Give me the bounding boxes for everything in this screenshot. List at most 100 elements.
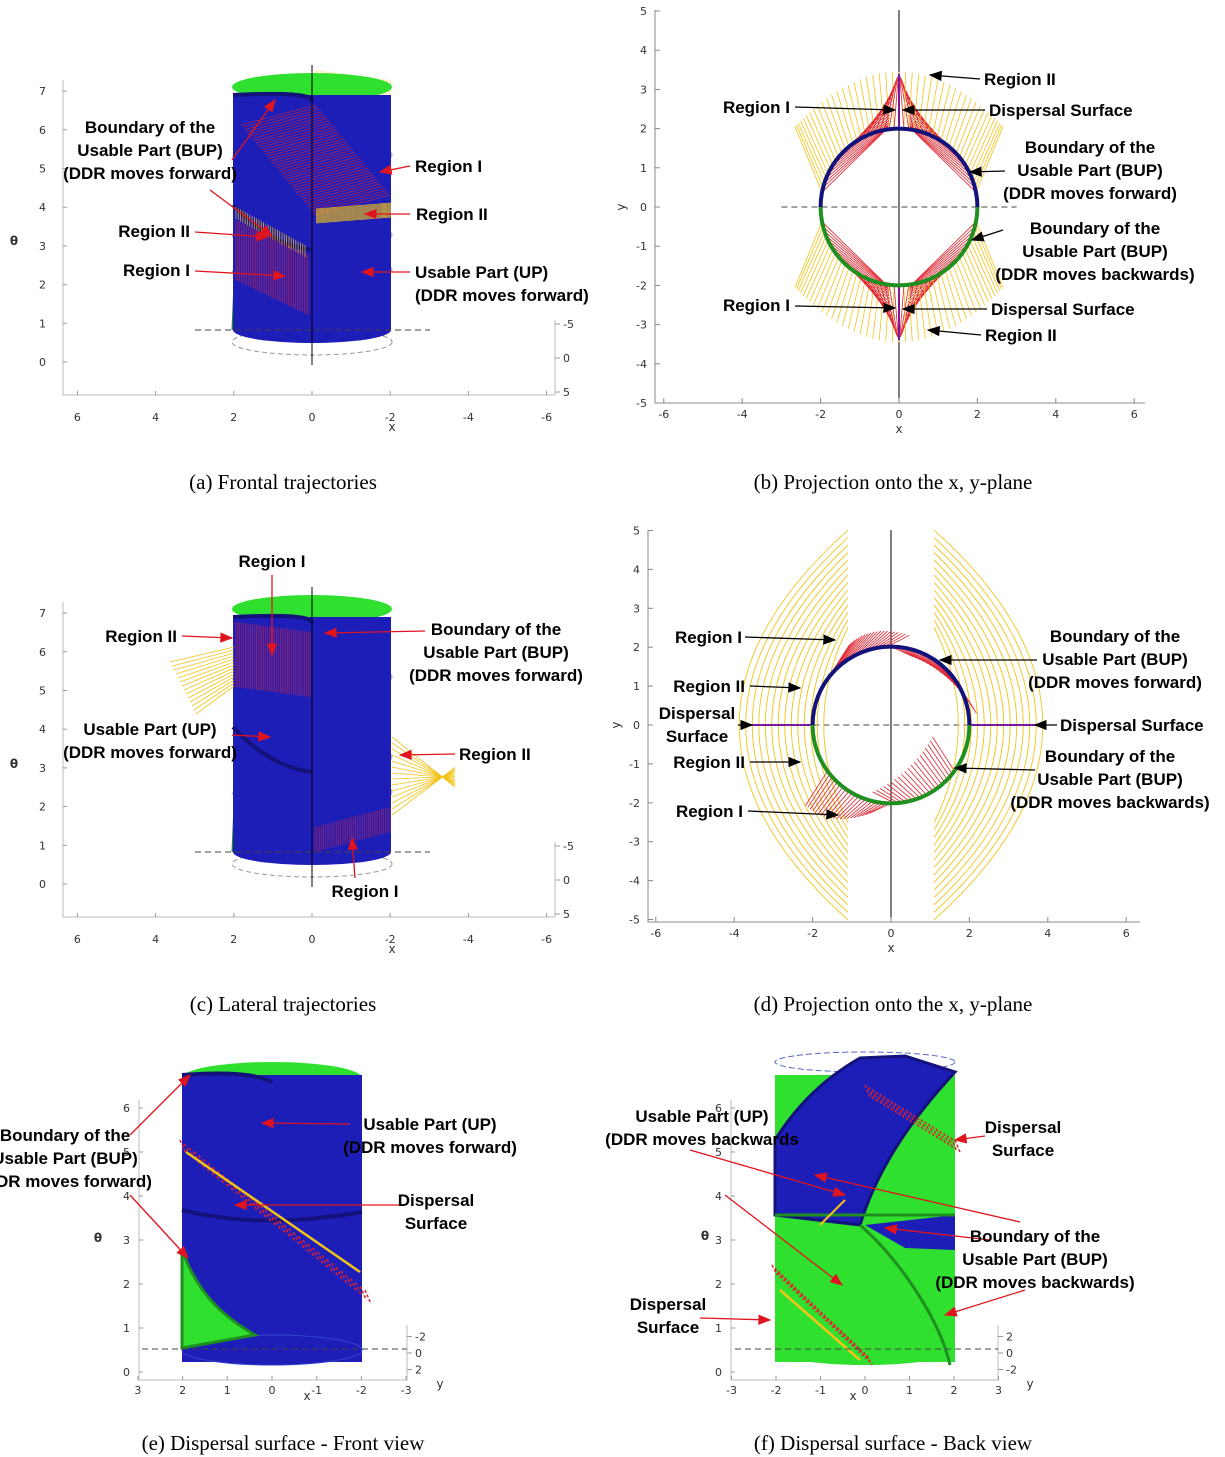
arrow [955,1136,985,1140]
stroke [932,278,944,332]
theta-tick-label: 2 [123,1278,130,1291]
stroke [910,231,973,287]
theta-tick-label: 4 [715,1190,722,1203]
stroke [365,1290,371,1304]
annotation: Boundary of the [0,1126,130,1145]
arrow [750,686,800,688]
arrow [928,330,981,335]
x-label: x [849,1389,856,1403]
annotation: Boundary of the [1050,627,1180,646]
theta-tick-label: 1 [715,1322,722,1335]
stroke [813,253,835,305]
annotation: Surface [666,727,728,746]
annotation: Region II [673,753,745,772]
stroke [833,249,889,294]
annotation: (DDR moves backwards) [995,265,1194,284]
annotation: Surface [637,1318,699,1337]
x-tick-label: -4 [463,411,474,424]
annotation: Region I [723,98,790,117]
stroke [955,1140,960,1152]
x-tick-label: -6 [541,933,552,946]
theta-label: θ [94,1231,102,1245]
y-tick-label: 0 [1006,1347,1013,1360]
stroke [824,127,887,183]
arrow [955,768,1035,770]
theta-tick-label: 3 [715,1234,722,1247]
annotation: (DDR moves backwards) [935,1273,1134,1292]
stroke [822,128,887,192]
annotation: Boundary of the [431,620,561,639]
theta-tick-label: 3 [123,1234,130,1247]
annotation: Region II [105,627,177,646]
y-tick-label: -3 [636,319,647,332]
stroke [953,98,972,149]
caption: (d) Projection onto the x, y-plane [754,992,1033,1016]
x-tick-label: 4 [1052,408,1059,421]
x-tick-label: 6 [1131,408,1138,421]
theta-tick-label: 7 [39,607,46,620]
stroke [910,127,973,183]
theta-tick-label: 7 [39,85,46,98]
x-tick-label: 0 [896,408,903,421]
stroke [823,226,888,286]
stroke [910,236,972,288]
annotation: Usable Part (UP) [415,263,548,282]
x-tick-label: -1 [815,1384,826,1397]
stroke [827,264,846,315]
stroke [959,106,980,158]
x-tick-label: -4 [729,927,740,940]
x-tick-label: -3 [401,1384,412,1397]
arrow [795,306,895,308]
stroke [956,261,976,312]
y-tick-label: 0 [563,352,570,365]
stroke [822,102,842,153]
theta-label: θ [10,234,18,248]
annotation: Region II [673,677,745,696]
theta-tick-label: 2 [39,801,46,814]
annotation: Dispersal [398,1191,475,1210]
y-label: y [436,1377,443,1391]
theta-tick-label: 1 [39,839,46,852]
x-tick-label: 6 [74,933,81,946]
theta-label: θ [701,1229,709,1243]
bottom-edge [775,1335,955,1365]
theta-tick-label: 0 [715,1366,722,1379]
theta-tick-label: 2 [715,1278,722,1291]
annotation: Surface [992,1141,1054,1160]
annotation: Region I [238,552,305,571]
y-tick-label: 0 [415,1347,422,1360]
arrow [182,636,232,638]
stroke [937,85,950,138]
arrow [700,1318,770,1320]
arrow [795,107,895,110]
annotation: Dispersal [985,1118,1062,1137]
stroke [928,79,938,134]
theta-tick-label: 2 [39,279,46,292]
x-tick-label: -4 [463,933,474,946]
theta-tick-label: 3 [39,762,46,775]
stroke [817,257,838,309]
theta-label: θ [10,757,18,771]
stroke [923,752,945,783]
annotation: Region II [984,70,1056,89]
annotation: Usable Part (BUP) [423,643,568,662]
y-tick-label: -2 [629,797,640,810]
y-tick-label: -3 [629,836,640,849]
stroke [827,98,846,149]
stroke [974,123,1000,183]
figure: 012345676420-2-4-6-505θxBoundary of theU… [0,0,1225,1457]
x-tick-label: -1 [311,1384,322,1397]
annotation: Usable Part (BUP) [0,1149,138,1168]
y-tick-label: -5 [629,914,640,927]
annotation: Boundary of the [970,1227,1100,1246]
stroke [817,106,838,158]
x-tick-label: 0 [888,927,895,940]
x-tick-label: -4 [737,408,748,421]
stroke [822,222,887,286]
stroke [962,253,984,305]
annotation: Dispersal Surface [989,101,1133,120]
y-tick-label: 3 [633,602,640,615]
stroke [848,276,861,329]
x-tick-label: 0 [309,933,316,946]
x-label: x [388,420,395,434]
